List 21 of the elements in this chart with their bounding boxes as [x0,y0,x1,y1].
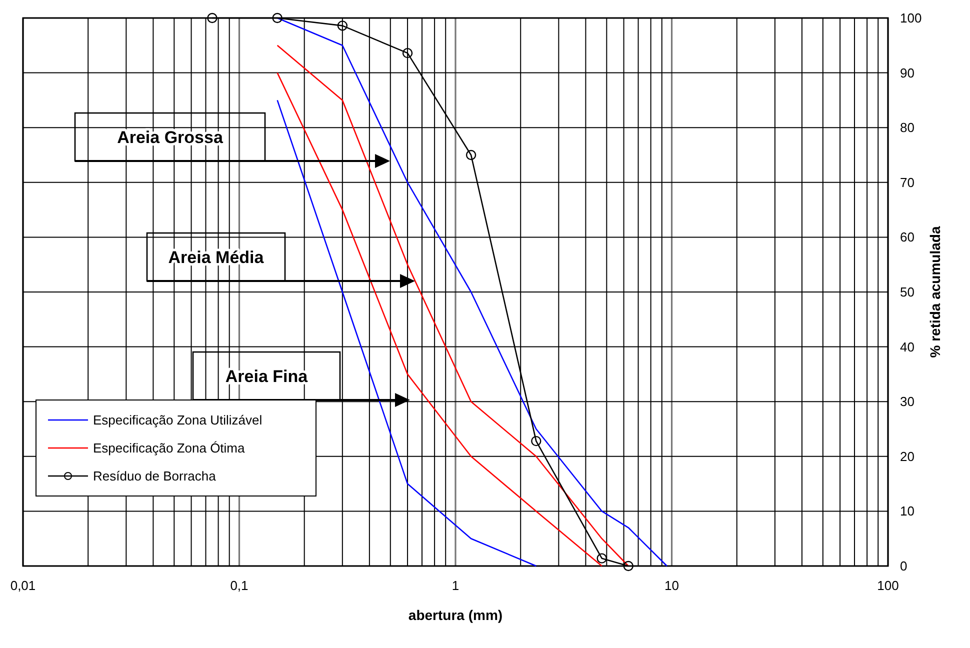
y-tick-label: 70 [900,174,914,190]
y-tick-label: 90 [900,65,914,80]
x-tick-label: 0,01 [10,578,36,593]
x-axis-title: abertura (mm) [408,607,503,623]
x-tick-label: 1 [452,578,460,593]
y-tick-label: 10 [900,504,914,519]
y-tick-label: 100 [900,10,922,26]
legend-label: Especificação Zona Ótima [93,440,246,456]
legend-label: Especificação Zona Utilizável [93,412,262,428]
x-tick-label: 100 [877,578,899,593]
y-tick-label: 50 [900,284,914,300]
y-tick-label: 80 [900,120,914,136]
y-tick-label: 0 [900,558,908,574]
y-axis-title: % retida acumulada [927,226,943,358]
legend-label: Resíduo de Borracha [93,468,217,484]
y-tick-label: 60 [900,230,914,245]
y-tick-label: 40 [900,339,914,354]
x-tick-label: 10 [664,578,679,593]
y-tick-label: 30 [900,394,914,410]
x-tick-label: 0,1 [230,578,248,593]
y-tick-label: 20 [900,448,914,464]
